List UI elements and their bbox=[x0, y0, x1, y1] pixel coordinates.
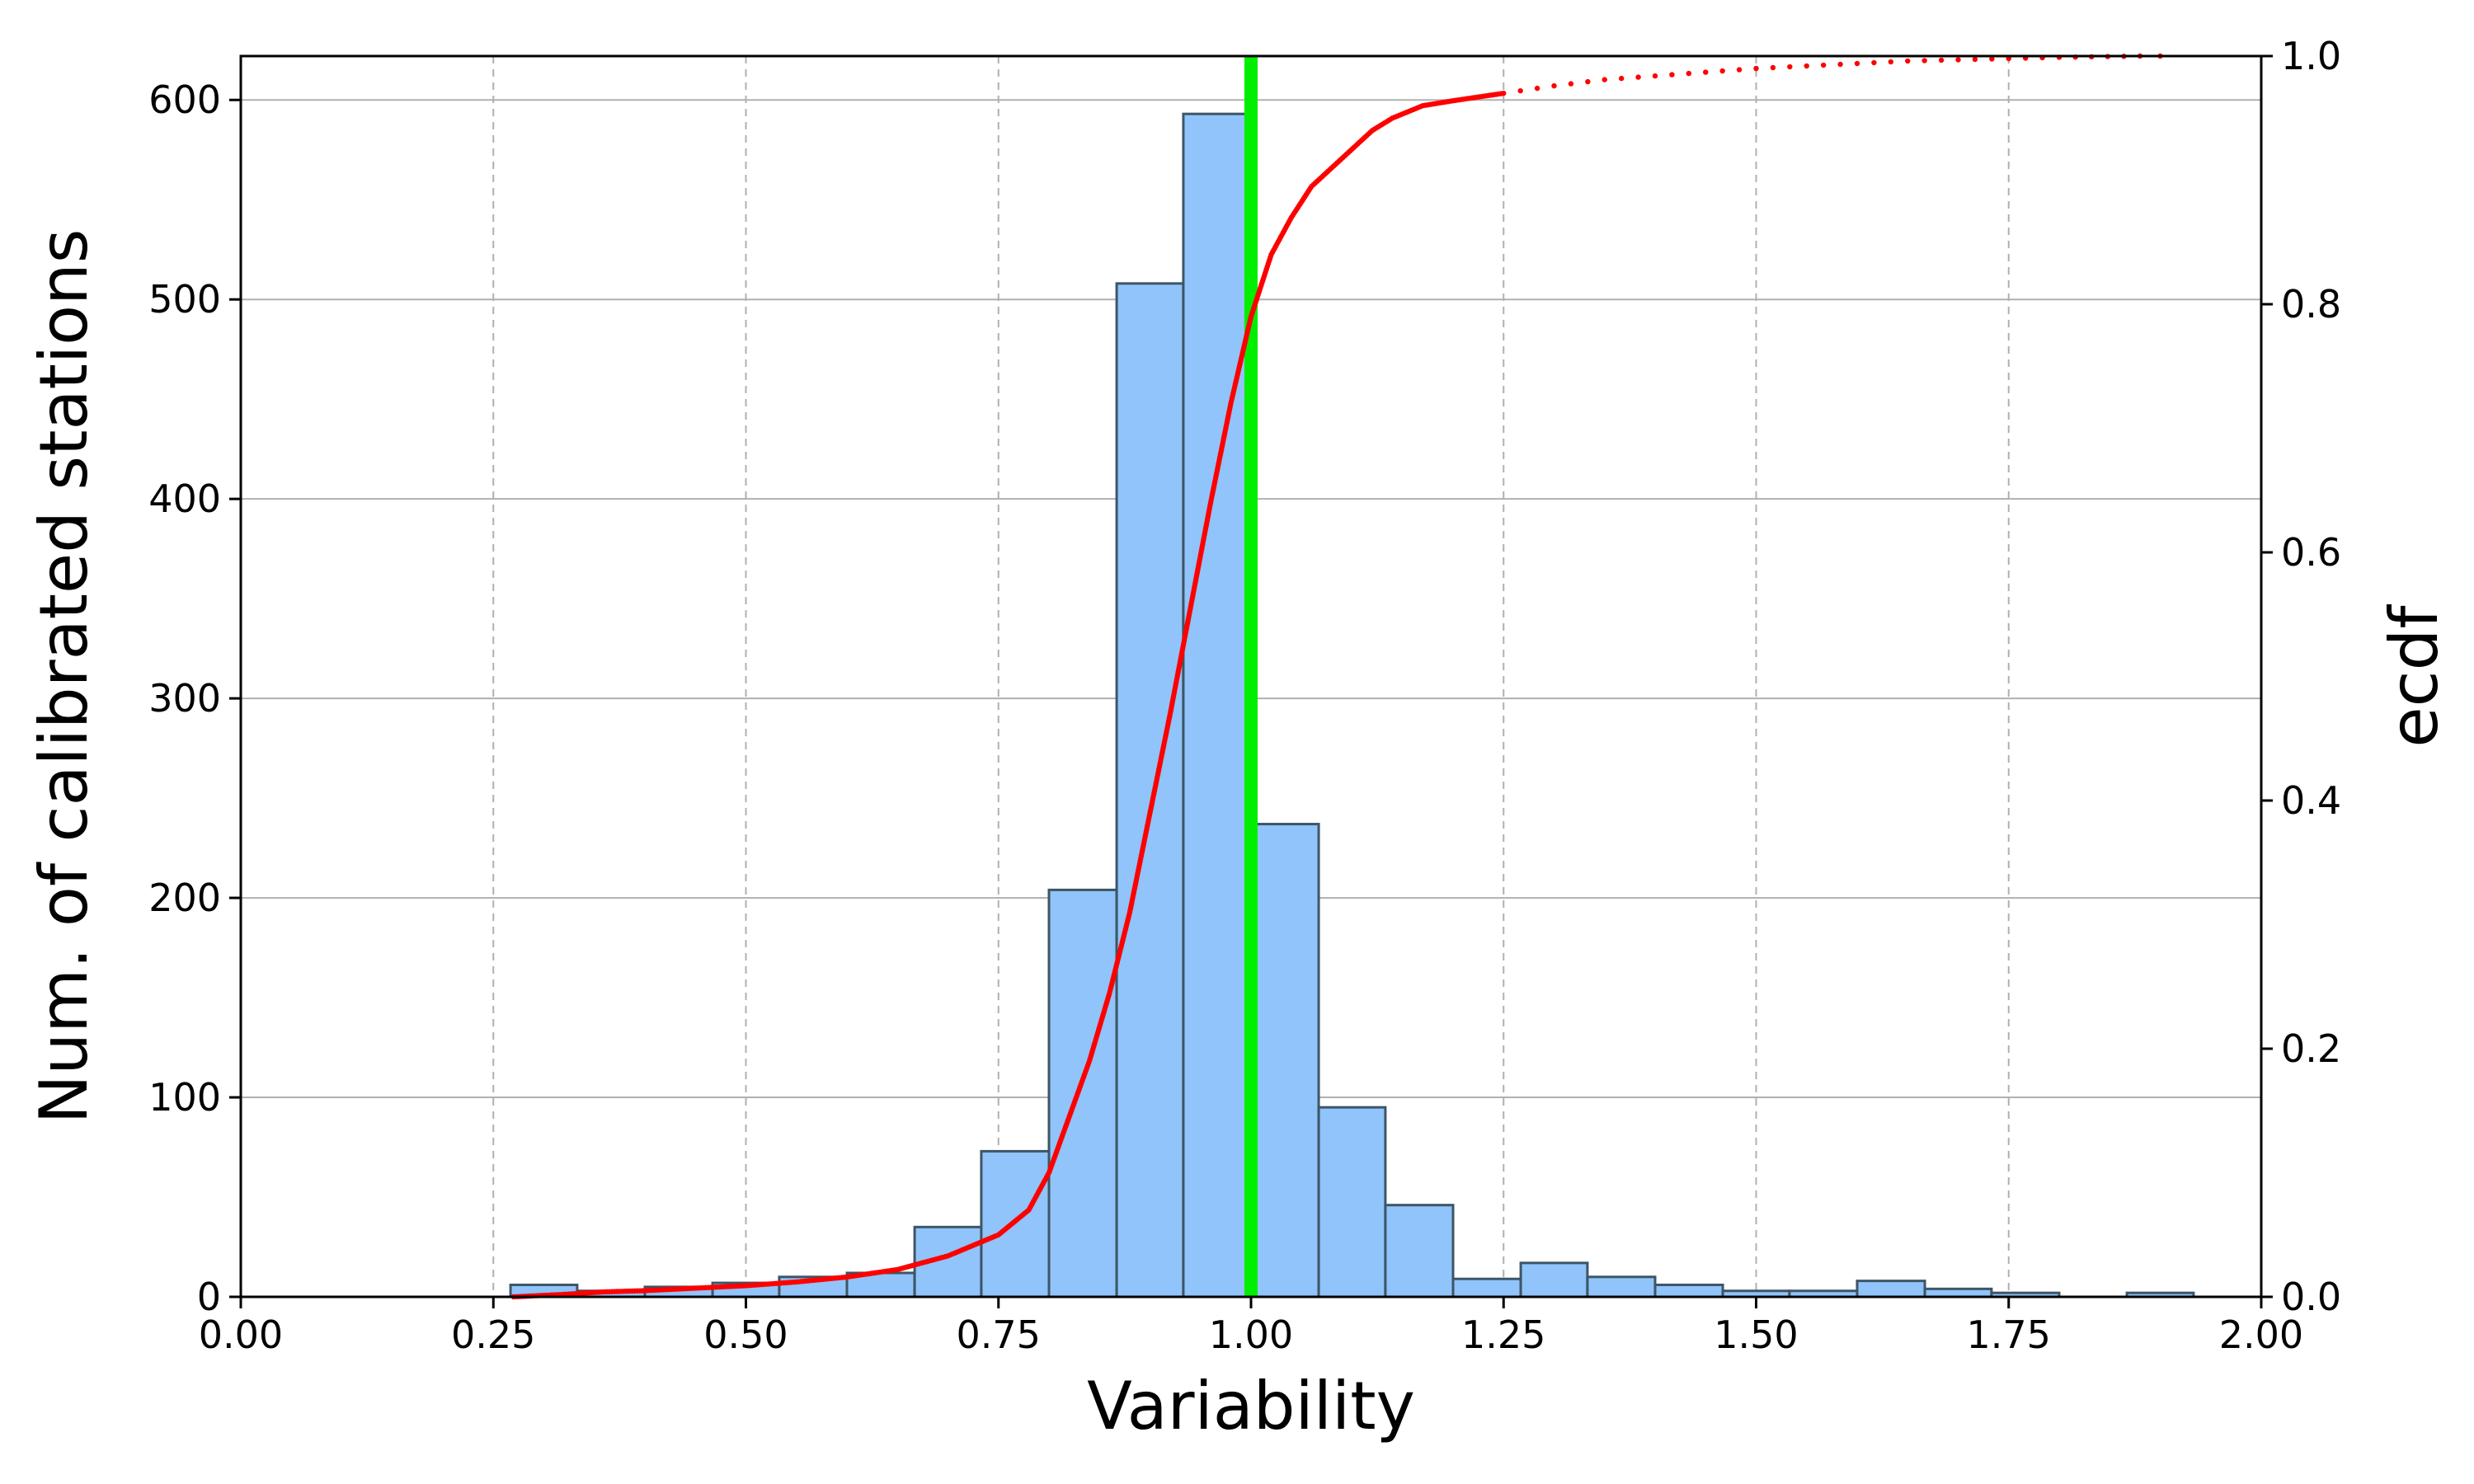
ecdf-point bbox=[1871, 59, 1877, 66]
ecdf-point bbox=[1921, 58, 1927, 63]
y-tick-label: 600 bbox=[148, 77, 221, 122]
y2-tick-label: 0.8 bbox=[2281, 282, 2341, 326]
axis-ticks: 0.00 0.25 0.50 0.75 1.00 1.25 1.50 1.75 2.00 0 100… bbox=[148, 34, 2341, 1357]
ecdf-point bbox=[1955, 57, 1961, 63]
y2-tick-label: 0.2 bbox=[2281, 1026, 2341, 1071]
histogram-bar bbox=[1653, 1283, 1724, 1298]
ecdf-point bbox=[1938, 57, 1945, 63]
ecdf-point bbox=[1820, 62, 1827, 68]
ecdf-point bbox=[1517, 87, 1523, 94]
ecdf-point bbox=[1804, 63, 1809, 69]
ecdf-point bbox=[1703, 69, 1709, 75]
ecdf-point bbox=[1551, 82, 1557, 89]
ecdf-point bbox=[1770, 64, 1776, 71]
x-tick-label: 2.00 bbox=[2219, 1313, 2303, 1357]
ecdf-point bbox=[1888, 59, 1894, 65]
x-tick-label: 0.50 bbox=[703, 1313, 788, 1357]
ecdf-point bbox=[1989, 56, 1995, 62]
x-tick-label: 1.00 bbox=[1209, 1313, 1293, 1357]
ecdf-point bbox=[1753, 65, 1759, 72]
histogram-bar bbox=[1384, 1204, 1455, 1298]
ecdf-series bbox=[510, 53, 2163, 1300]
y-tick-label: 400 bbox=[148, 477, 221, 521]
ecdf-point bbox=[1534, 85, 1540, 92]
ecdf-point bbox=[1854, 60, 1860, 67]
y2-tick-label: 0.4 bbox=[2281, 778, 2341, 823]
y-tick-label: 100 bbox=[148, 1075, 221, 1120]
ecdf-point bbox=[1669, 72, 1675, 77]
ecdf-point bbox=[1568, 81, 1574, 87]
x-tick-label: 1.50 bbox=[1714, 1313, 1798, 1357]
ecdf-point bbox=[1837, 61, 1843, 68]
histogram-bar bbox=[1047, 888, 1118, 1298]
ecdf-point bbox=[1905, 58, 1911, 64]
histogram-bar bbox=[1249, 823, 1320, 1298]
histogram-bar bbox=[1451, 1277, 1522, 1298]
ecdf-point bbox=[1686, 70, 1692, 77]
y-tick-label: 300 bbox=[148, 676, 221, 721]
histogram-bar bbox=[1115, 282, 1185, 1298]
ecdf-point bbox=[1736, 67, 1743, 73]
ecdf-point bbox=[1602, 77, 1607, 82]
ecdf-point bbox=[1652, 73, 1658, 79]
y2-tick-label: 0.0 bbox=[2281, 1275, 2341, 1319]
histogram-bar bbox=[1519, 1261, 1589, 1298]
ecdf-point bbox=[1618, 75, 1625, 82]
ecdf-point bbox=[1585, 78, 1591, 85]
x-tick-label: 1.75 bbox=[1967, 1313, 2051, 1357]
y2-tick-label: 1.0 bbox=[2281, 34, 2341, 78]
y-tick-label: 500 bbox=[148, 277, 221, 322]
histogram-bar bbox=[1586, 1275, 1657, 1298]
x-axis-label: Variability bbox=[1087, 1368, 1415, 1444]
y2-tick-label: 0.6 bbox=[2281, 530, 2341, 575]
histogram-bars bbox=[509, 112, 2195, 1298]
histogram-bar bbox=[1856, 1280, 1926, 1298]
y-axis-label: Num. of calibrated stations bbox=[26, 229, 102, 1125]
x-tick-label: 0.75 bbox=[957, 1313, 1041, 1357]
histogram-bar bbox=[1182, 112, 1253, 1298]
ecdf-point bbox=[1719, 68, 1725, 74]
x-tick-label: 0.25 bbox=[451, 1313, 535, 1357]
ecdf-point bbox=[1635, 74, 1641, 80]
ecdf-point bbox=[1501, 90, 1507, 96]
ecdf-point bbox=[1972, 56, 1978, 63]
histogram-bar bbox=[1317, 1106, 1387, 1298]
x-tick-label: 0.00 bbox=[199, 1313, 283, 1357]
y2-axis-label: ecdf bbox=[2376, 604, 2453, 748]
y-tick-label: 0 bbox=[197, 1275, 221, 1319]
ecdf-point bbox=[1787, 63, 1793, 70]
y-tick-label: 200 bbox=[148, 876, 221, 920]
x-tick-label: 1.25 bbox=[1461, 1313, 1545, 1357]
